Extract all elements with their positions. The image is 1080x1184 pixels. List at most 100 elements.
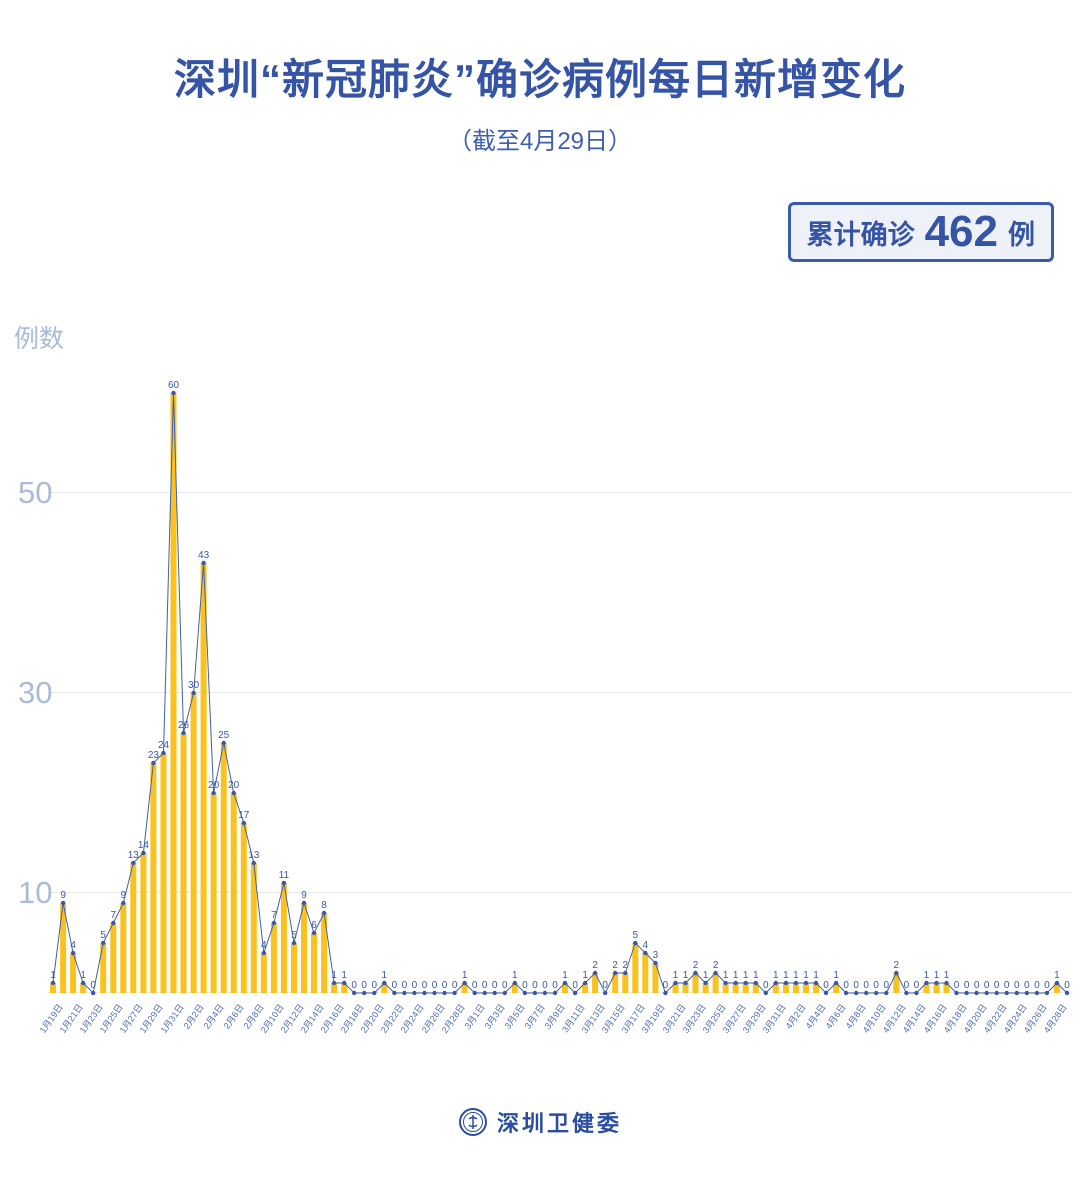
data-point: [843, 990, 849, 996]
data-point: [412, 990, 417, 996]
data-point: [1004, 990, 1009, 996]
value-label: 2: [693, 960, 699, 971]
value-label: 0: [1034, 980, 1040, 991]
data-point: [763, 990, 768, 996]
value-label: 0: [442, 980, 448, 991]
data-point: [141, 850, 146, 856]
data-point: [422, 990, 427, 996]
data-point: [623, 970, 628, 976]
badge-value: 462: [924, 207, 998, 256]
value-label: 2: [894, 960, 900, 971]
bar: [100, 943, 107, 993]
bar: [893, 973, 900, 993]
value-label: 24: [158, 740, 170, 751]
value-label: 0: [90, 980, 96, 991]
value-label: 4: [70, 940, 76, 951]
value-label: 1: [562, 970, 568, 981]
bar: [280, 883, 287, 993]
data-point: [261, 950, 266, 956]
value-label: 9: [301, 890, 307, 901]
data-point: [813, 980, 819, 986]
data-point: [121, 900, 126, 906]
value-label: 0: [1014, 980, 1020, 991]
data-point: [442, 990, 447, 996]
data-point: [753, 980, 758, 986]
value-label: 2: [612, 960, 618, 971]
data-point: [70, 950, 76, 956]
bar: [180, 733, 187, 993]
data-point: [482, 990, 487, 996]
value-label: 1: [512, 970, 518, 981]
bar: [923, 983, 930, 993]
data-point: [342, 980, 347, 986]
bar: [742, 983, 749, 993]
data-point: [91, 990, 96, 996]
data-point: [803, 980, 809, 986]
value-label: 1: [934, 970, 940, 981]
data-point: [562, 980, 568, 986]
value-label: 7: [271, 910, 277, 921]
bar: [170, 393, 177, 993]
bar: [150, 763, 157, 993]
value-label: 0: [974, 980, 980, 991]
value-label: 1: [773, 970, 779, 981]
value-label: 1: [813, 970, 819, 981]
data-point: [974, 990, 979, 996]
data-point: [60, 900, 66, 906]
data-point: [131, 860, 136, 866]
value-label: 25: [218, 730, 230, 741]
bar: [240, 823, 247, 993]
y-tick-label: 30: [18, 675, 53, 710]
value-label: 0: [984, 980, 990, 991]
data-point: [542, 990, 548, 996]
value-label: 1: [80, 970, 86, 981]
bar: [220, 743, 227, 993]
data-point: [633, 940, 638, 946]
data-point: [743, 980, 748, 986]
bar: [943, 983, 950, 993]
value-label: 0: [492, 980, 498, 991]
data-point: [80, 980, 86, 986]
data-point: [1044, 990, 1050, 996]
value-label: 30: [188, 680, 200, 691]
data-point: [773, 980, 778, 986]
bar: [622, 973, 629, 993]
data-point: [994, 990, 999, 996]
value-label: 0: [351, 980, 357, 991]
chart: 例数 10 30 50 1 9 4 1 0 5 7 9 13 14 23 24 60 26 30 43 20 25 20…: [14, 325, 1072, 1035]
y-tick-label: 10: [18, 875, 53, 910]
data-point: [643, 950, 648, 956]
shenzhen-health-logo: [458, 1108, 487, 1136]
value-label: 0: [904, 980, 910, 991]
value-label: 0: [412, 980, 418, 991]
value-label: 0: [552, 980, 558, 991]
data-point: [894, 970, 899, 976]
data-point: [211, 790, 216, 796]
value-label: 0: [502, 980, 508, 991]
value-label: 1: [683, 970, 689, 981]
bar: [782, 983, 789, 993]
page-subtitle: （截至4月29日）: [447, 128, 633, 155]
data-point: [1034, 990, 1040, 996]
value-label: 1: [803, 970, 809, 981]
bar: [642, 953, 649, 993]
data-point: [552, 990, 558, 996]
value-label: 1: [341, 970, 347, 981]
bar: [210, 793, 217, 993]
value-label: 0: [422, 980, 428, 991]
data-point: [572, 990, 578, 996]
value-label: 20: [208, 780, 220, 791]
data-point: [321, 910, 327, 916]
trend-line: [52, 392, 1068, 995]
cumulative-badge: 累计确诊 462 例: [787, 202, 1054, 262]
bar: [803, 983, 809, 993]
data-point: [984, 990, 989, 996]
data-point: [221, 740, 226, 746]
bar: [190, 693, 197, 993]
value-label: 0: [994, 980, 1000, 991]
bar: [1053, 983, 1060, 993]
data-point: [151, 760, 156, 766]
data-point: [613, 970, 618, 976]
bar: [260, 953, 267, 993]
data-point: [713, 970, 718, 976]
